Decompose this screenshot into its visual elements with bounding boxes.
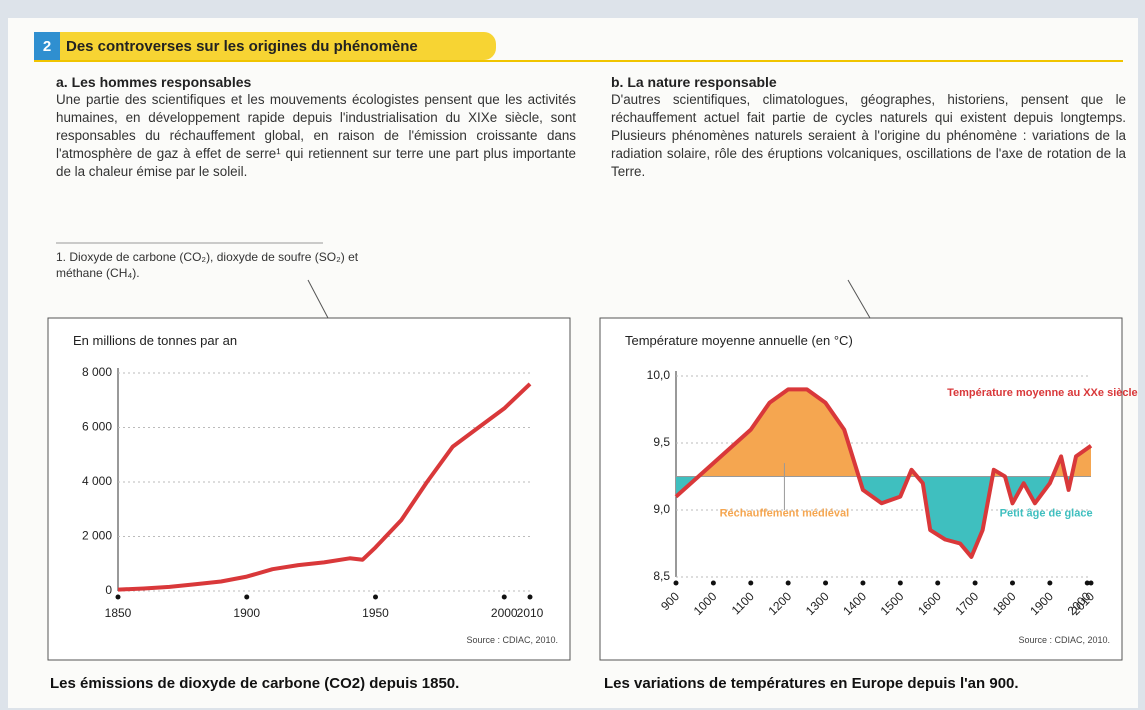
axis-title: En millions de tonnes par an [73,333,237,348]
figure-layer: 2 Des controverses sur les origines du p… [34,32,1138,661]
data-line [674,387,1093,559]
number-box [34,32,60,60]
caption: Les émissions de dioxyde de carbone (CO2… [50,675,460,692]
x-tick [1088,580,1094,586]
y-tick-label: 8,5 [653,569,670,583]
x-tick [527,594,533,600]
annotation: Petit âge de glace [1000,508,1093,520]
x-tick [1047,580,1053,586]
data-line [117,382,532,592]
x-tick-label: 2010 [517,606,544,620]
pointer [307,279,329,319]
x-tick [897,580,903,586]
x-tick [710,580,716,586]
paragraph: D'autres scientifiques, climatologues, g… [611,92,1126,179]
y-tick-label: 2 000 [82,529,112,543]
axis-title: Température moyenne annuelle (en °C) [625,333,853,348]
x-tick [748,580,754,586]
x-tick-label: 1850 [105,606,132,620]
x-tick-label: 1950 [362,606,389,620]
source: Source : CDIAC, 2010. [1018,635,1110,645]
footnote: 1. Dioxyde de carbone (CO₂), dioxyde de … [56,250,359,280]
x-tick [373,594,378,600]
y-tick-label: 9,0 [653,502,670,516]
annotation: Réchauffement médiéval [720,508,850,520]
page: 2 Des controverses sur les origines du p… [8,18,1138,708]
y-tick-label: 10,0 [647,368,671,382]
x-tick [935,580,941,586]
caption: Les variations de températures en Europe… [604,675,1019,692]
heading: a. Les hommes responsables [56,74,252,90]
y-tick-label: 8 000 [82,365,112,379]
x-tick [785,580,791,586]
x-tick-label: 2000 [491,606,518,620]
x-tick-label: 1900 [233,606,260,620]
x-tick [860,580,866,586]
x-tick [673,580,679,586]
x-tick [244,594,250,600]
source: Source : CDIAC, 2010. [466,635,558,645]
x-tick [1084,580,1090,586]
heading: b. La nature responsable [611,74,777,90]
y-tick-label: 9,5 [653,435,670,449]
y-tick-label: 6 000 [82,420,112,434]
paragraph: Une partie des scientifiques et les mouv… [56,92,576,179]
section-number: 2 [43,38,51,55]
x-tick [823,580,829,586]
chart-frame [47,317,571,661]
x-tick [115,594,121,600]
x-tick [1009,580,1015,586]
y-tick-label: 4 000 [82,474,112,488]
area-above [676,389,1091,477]
annotation: Température moyenne au XXe siècle [947,387,1138,399]
x-tick [501,594,507,600]
section-title: Des controverses sur les origines du phé… [66,38,418,55]
y-tick-label: 0 [105,583,112,597]
x-tick [972,580,978,586]
pointer [847,279,871,319]
title-tab [34,32,496,60]
